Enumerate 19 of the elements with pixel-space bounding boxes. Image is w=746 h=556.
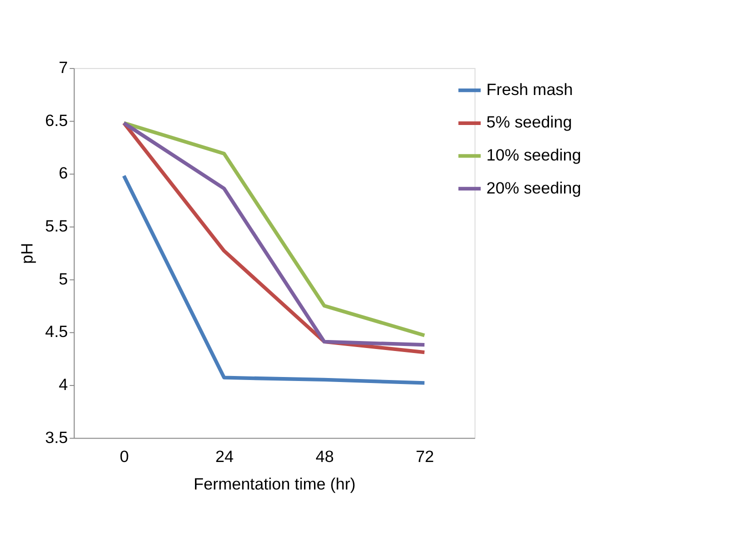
legend-label: 5% seeding <box>486 114 572 132</box>
legend-label: Fresh mash <box>486 80 573 99</box>
x-axis-title: Fermentation time (hr) <box>194 475 356 494</box>
y-tick-label: 7 <box>58 59 68 78</box>
y-tick-label: 4.5 <box>45 323 68 342</box>
legend-label: 20% seeding <box>486 179 582 198</box>
legend-label: 10% seeding <box>486 146 582 164</box>
x-tick-label: 0 <box>120 448 129 466</box>
y-tick-label: 6.5 <box>45 112 68 130</box>
line-series <box>122 174 426 385</box>
y-axis-title: pH <box>18 242 36 264</box>
x-tick-label: 72 <box>416 448 434 466</box>
y-tick-label: 4 <box>58 376 68 394</box>
x-tick-label: 24 <box>215 448 234 466</box>
y-tick-label: 5 <box>58 270 68 288</box>
y-tick-label: 6 <box>58 164 68 183</box>
y-tick-label: 3.5 <box>45 428 68 447</box>
y-tick-label: 5.5 <box>45 218 68 236</box>
x-tick-label: 48 <box>316 448 334 466</box>
